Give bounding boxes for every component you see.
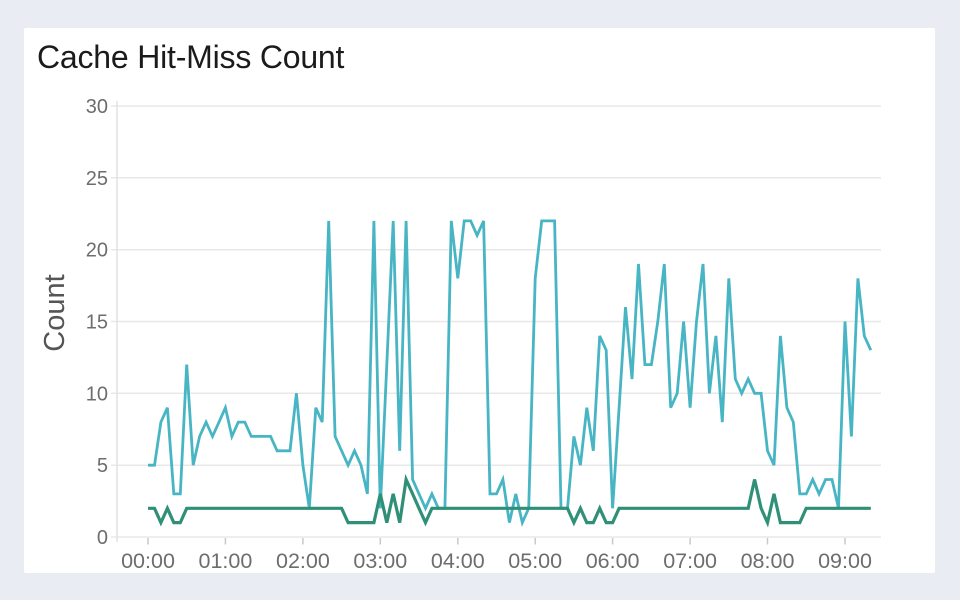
series-line-hit-count [148, 219, 873, 528]
y-tick-label: 0 [97, 527, 108, 549]
x-tick-label: 01:00 [198, 549, 252, 573]
y-tick-label: 25 [86, 168, 108, 190]
x-tick-label: 09:00 [818, 549, 872, 573]
gridlines [111, 105, 881, 538]
x-tick-label: 03:00 [353, 549, 407, 573]
y-axis-title: Count [39, 274, 71, 351]
series-line-miss-count [148, 473, 871, 528]
chart-card: Cache Hit-Miss Count 0 5 10 15 20 25 30 00:00 01… [24, 28, 935, 573]
x-tick-label: 02:00 [276, 549, 330, 573]
x-tick-label: 06:00 [586, 549, 640, 573]
x-tick-label: 08:00 [741, 549, 795, 573]
y-tick-label: 5 [97, 455, 108, 477]
x-tick-label: 04:00 [431, 549, 485, 573]
x-tick-label: 05:00 [508, 549, 562, 573]
axes [116, 101, 846, 545]
line-chart[interactable]: 0 5 10 15 20 25 30 00:00 01:00 02:00 03:00 04:00 05:… [24, 28, 935, 573]
x-tick-label: 07:00 [663, 549, 717, 573]
x-tick-label: 00:00 [121, 549, 175, 573]
y-tick-label: 10 [86, 383, 108, 405]
y-tick-label: 15 [86, 312, 108, 334]
y-tick-label: 20 [86, 240, 108, 262]
series-lines [148, 219, 873, 528]
y-tick-label: 30 [86, 96, 108, 118]
axis-tick-labels: 0 5 10 15 20 25 30 00:00 01:00 02:00 03:00 04:00 05:… [86, 96, 872, 573]
chart-title: Cache Hit-Miss Count [37, 39, 345, 75]
